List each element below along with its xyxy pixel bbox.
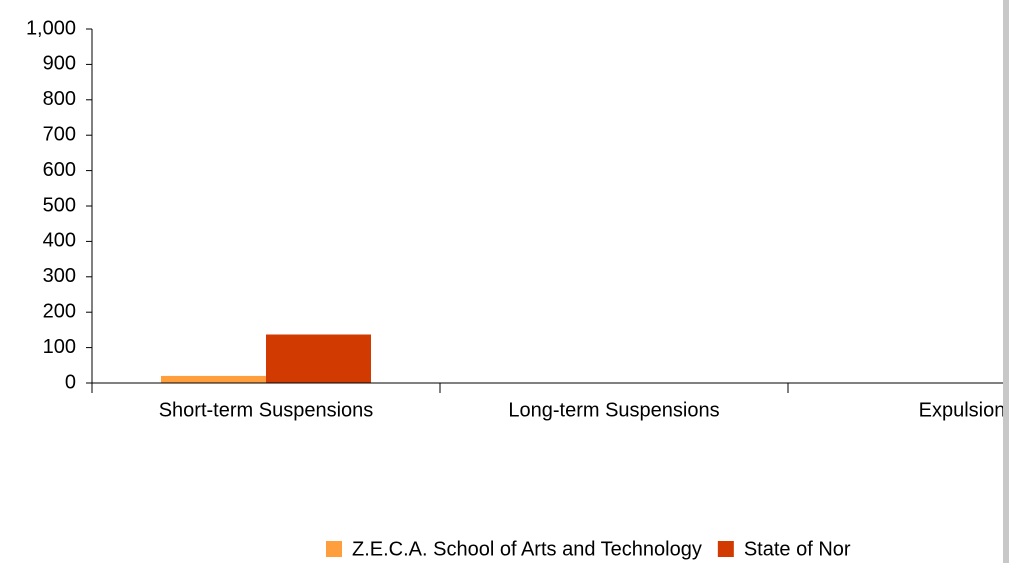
x-tick-label: Short-term Suspensions [159,399,374,421]
bar [266,334,371,383]
legend-swatch [326,541,342,557]
y-tick-label: 300 [43,265,76,287]
bar [161,375,266,383]
y-tick-label: 900 [43,53,76,75]
y-tick-label: 700 [43,123,76,145]
legend-swatch [717,541,734,557]
y-tick-label: 600 [43,159,76,181]
y-tick-label: 400 [43,230,76,252]
x-tick-label: Long-term Suspensions [508,399,719,421]
scrollbar[interactable] [1003,0,1009,563]
y-tick-label: 0 [65,371,76,393]
legend-label: State of Nor [744,538,851,560]
legend-label: Z.E.C.A. School of Arts and Technology [352,538,702,560]
plot: 0 100 200 300 400 500 600 700 800 900 1,000 Short-t… [26,17,1006,560]
x-tick-label: Expulsion [919,399,1006,421]
y-tick-label: 500 [43,194,76,216]
y-tick-label: 100 [43,336,76,358]
y-tick-label: 800 [43,88,76,110]
y-tick-label: 1,000 [26,17,76,39]
y-tick-label: 200 [43,300,76,322]
